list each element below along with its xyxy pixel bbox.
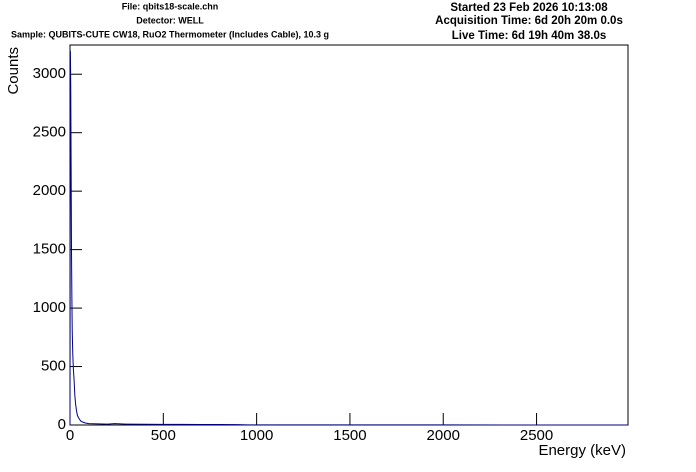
y-tick-label: 1500 xyxy=(33,241,66,258)
header-info: Acquisition Time: 6d 20h 20m 0.0s xyxy=(435,15,623,27)
x-tick-label: 1500 xyxy=(333,427,366,444)
y-tick-label: 2500 xyxy=(33,124,66,141)
plot-frame xyxy=(69,44,629,426)
header-info: Detector: WELL xyxy=(136,15,204,25)
y-tick-label: 3000 xyxy=(33,65,66,82)
x-tick-label: 0 xyxy=(66,427,74,444)
header-info: Sample: QUBITS-CUTE CW18, RuO2 Thermomet… xyxy=(11,29,329,39)
x-tick-label: 2000 xyxy=(427,427,460,444)
spectrum-line xyxy=(69,50,628,426)
x-axis-label: Energy (keV) xyxy=(538,442,626,459)
header-info: Started 23 Feb 2026 10:13:08 xyxy=(450,2,608,14)
y-axis-label: Counts xyxy=(5,47,22,95)
y-tick-label: 0 xyxy=(58,416,66,433)
header-info: Live Time: 6d 19h 40m 38.0s xyxy=(452,30,606,42)
x-tick-label: 1000 xyxy=(240,427,273,444)
header-info: File: qbits18-scale.chn xyxy=(122,1,219,11)
x-tick-label: 2500 xyxy=(520,427,553,444)
y-tick-label: 500 xyxy=(41,358,66,375)
x-tick-label: 500 xyxy=(151,427,176,444)
y-tick-label: 2000 xyxy=(33,182,66,199)
y-tick-label: 1000 xyxy=(33,299,66,316)
